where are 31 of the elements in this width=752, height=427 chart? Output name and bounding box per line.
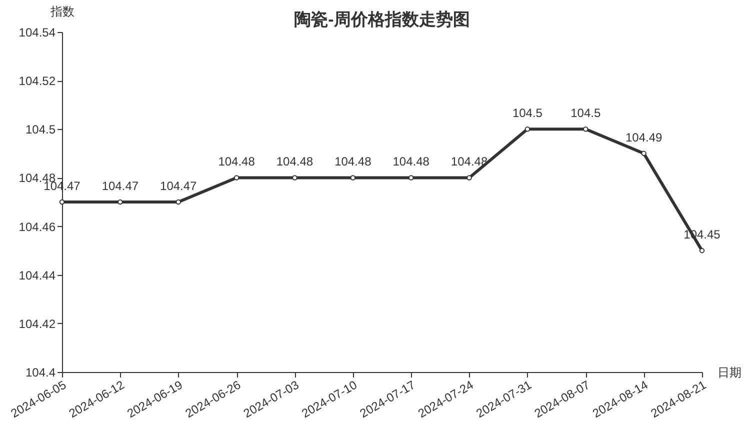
- point: [583, 126, 588, 132]
- y-axis-title: 指数: [50, 4, 74, 18]
- point: [59, 199, 65, 205]
- y-tick-label: 104.44: [18, 268, 56, 282]
- data-label: 104.48: [334, 154, 372, 169]
- y-tick-label: 104.46: [18, 220, 56, 234]
- point: [350, 175, 356, 180]
- data-label: 104.5: [570, 106, 601, 120]
- x-axis-title: 日期: [718, 366, 742, 380]
- data-label: 104.47: [160, 179, 198, 193]
- point: [466, 175, 472, 180]
- data-label: 104.49: [625, 130, 662, 144]
- point: [641, 150, 646, 156]
- data-label: 104.48: [392, 154, 430, 169]
- data-label: 104.47: [102, 179, 139, 193]
- y-tick-label: 104.52: [18, 74, 56, 88]
- point: [699, 248, 705, 254]
- data-label: 104.48: [218, 154, 256, 169]
- chart-title: 陶瓷-周价格指数走势图: [294, 10, 470, 29]
- y-tick-label: 104.4: [25, 366, 56, 380]
- point: [118, 199, 123, 205]
- y-tick-label: 104.5: [25, 122, 56, 137]
- y-tick-label: 104.42: [18, 316, 56, 331]
- point: [292, 175, 298, 180]
- point: [176, 199, 181, 205]
- point: [408, 175, 414, 180]
- point: [234, 175, 240, 180]
- data-label: 104.48: [276, 154, 314, 169]
- point: [524, 126, 530, 132]
- data-label: 104.5: [512, 106, 543, 120]
- y-tick-label: 104.54: [18, 26, 56, 40]
